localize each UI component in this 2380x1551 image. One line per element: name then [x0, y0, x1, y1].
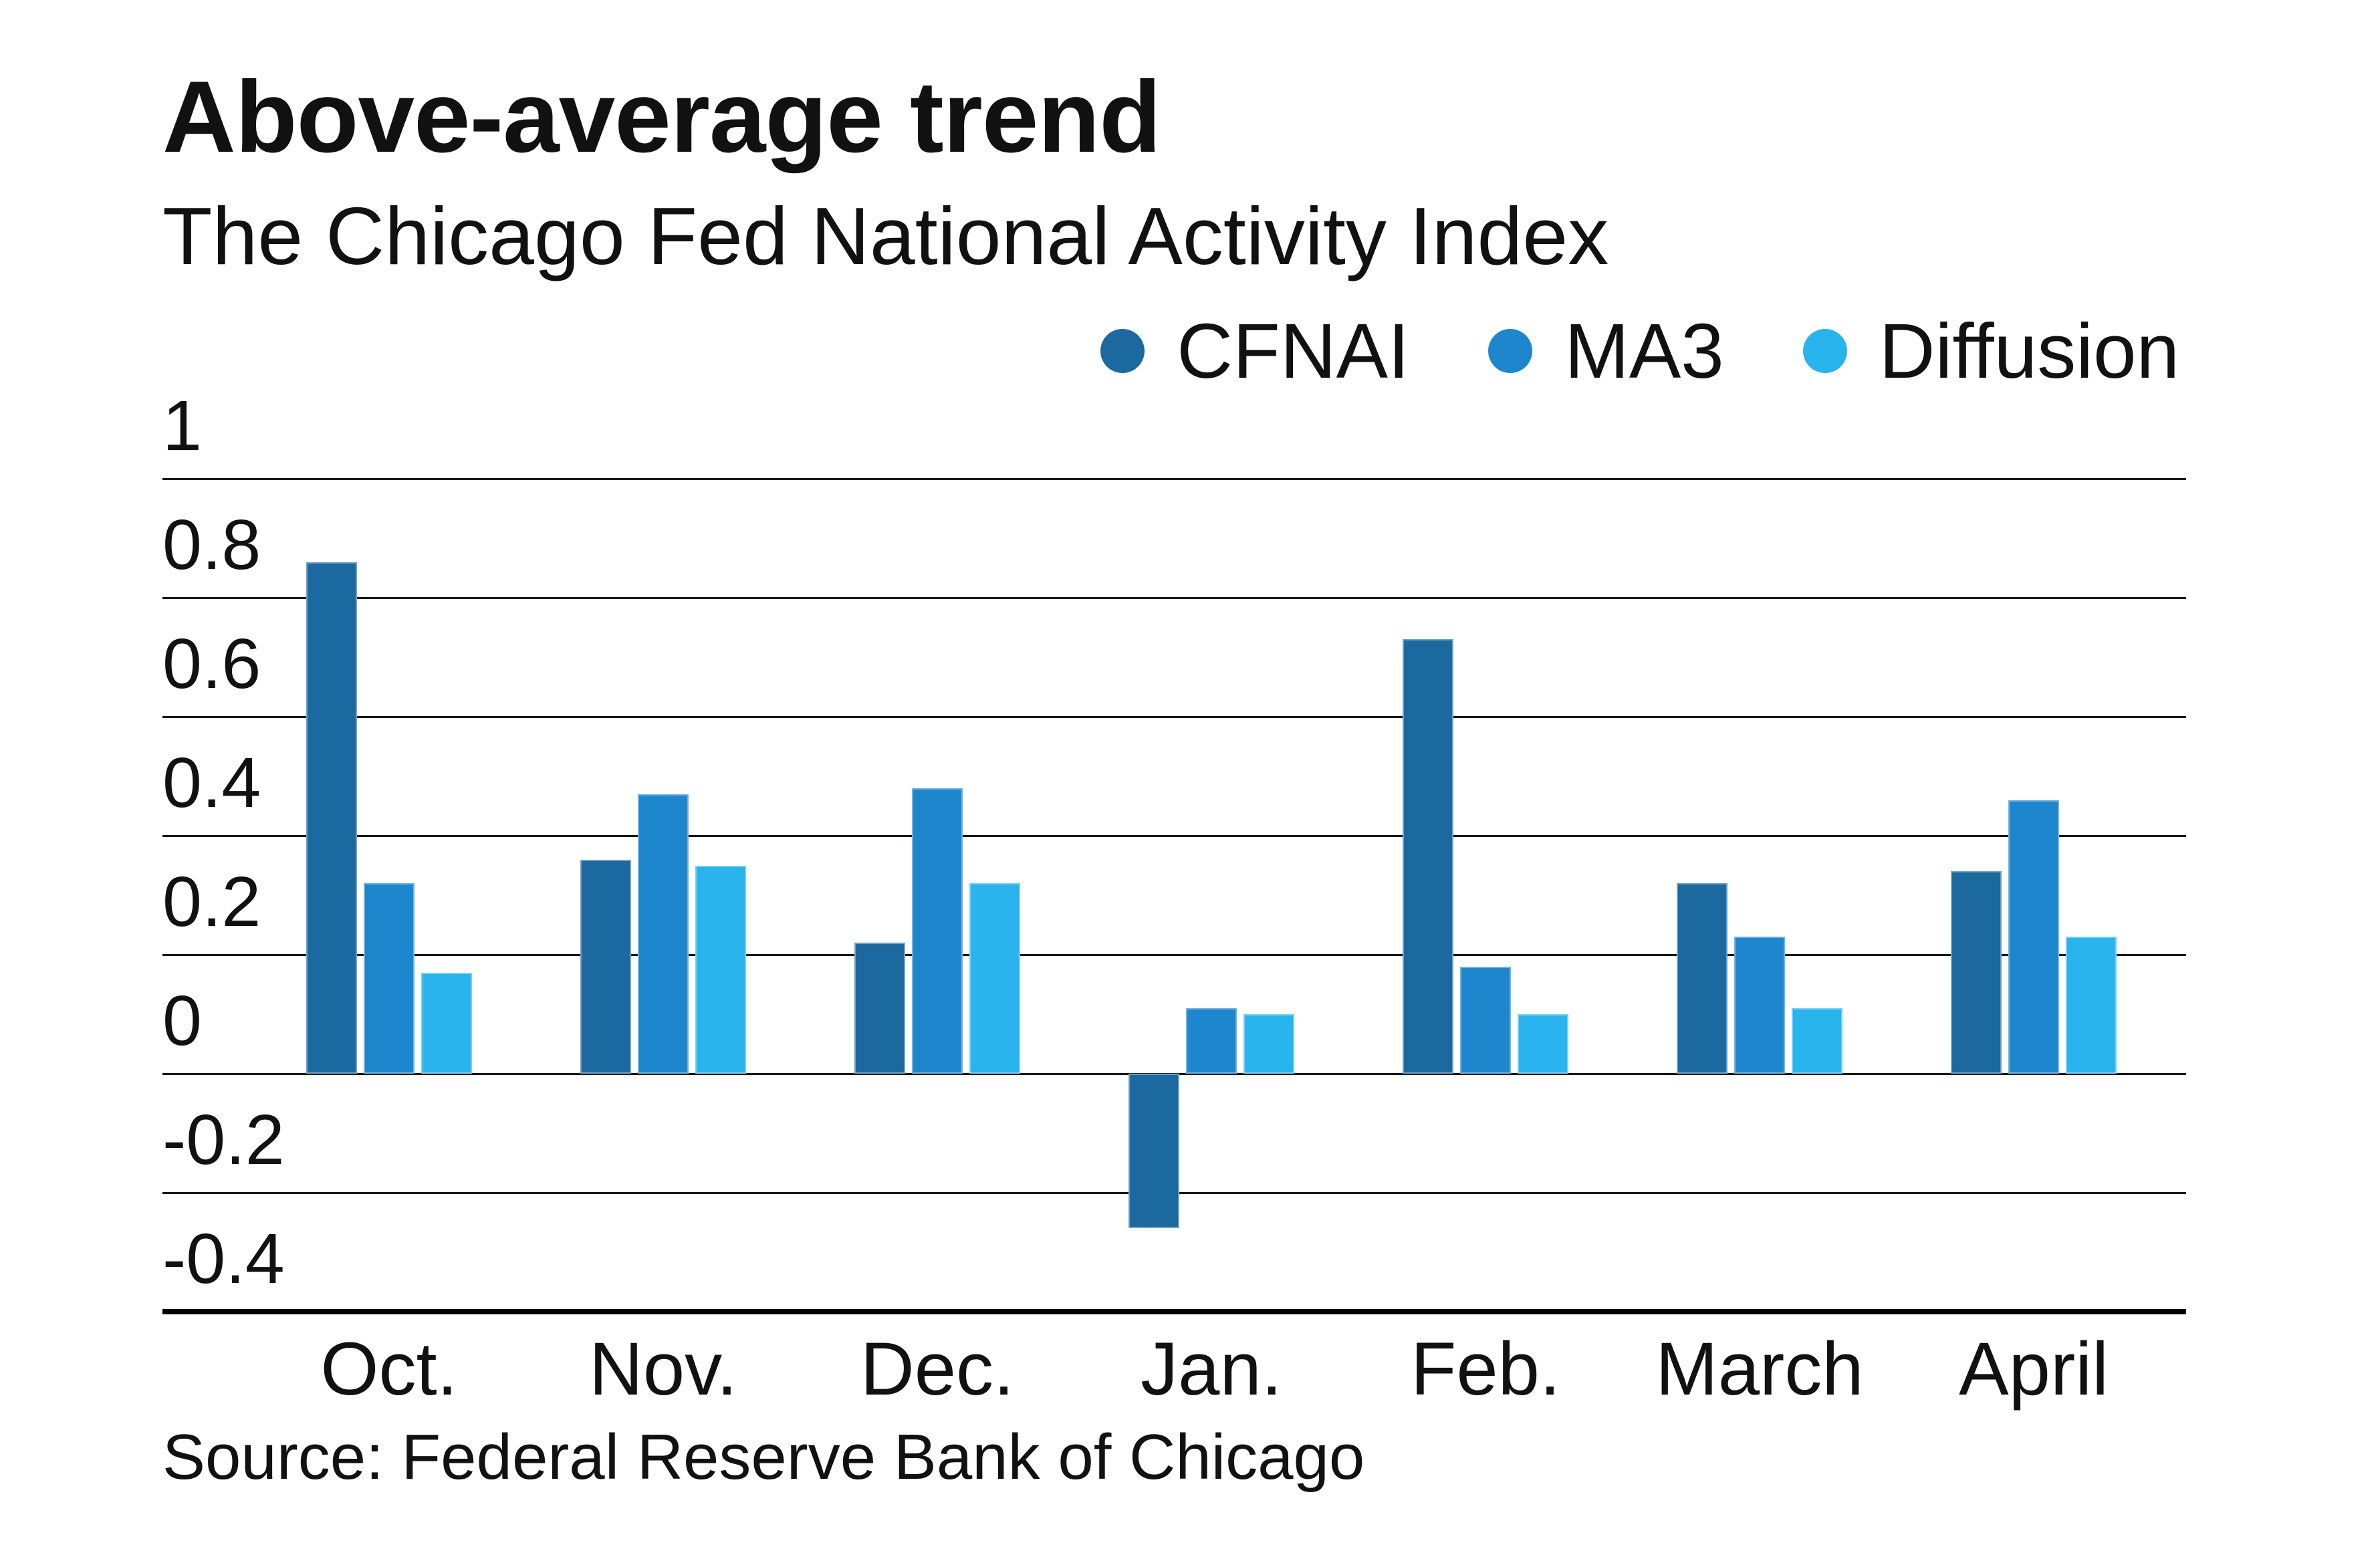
legend-item-cfnai: CFNAI [1100, 312, 1409, 390]
chart-title: Above-average trend [162, 60, 1161, 174]
legend-item-diffusion: Diffusion [1802, 308, 2179, 394]
legend-dot-icon-ma3 [1488, 329, 1533, 373]
gridline-06 [162, 716, 2186, 718]
y-tick-label-04: 0.4 [162, 743, 261, 822]
x-tick-label-april: April [1958, 1327, 2109, 1411]
bar-march-cfnai [1677, 883, 1728, 1074]
y-tick-label-08: 0.8 [162, 505, 261, 584]
x-tick-label-oct: Oct. [320, 1327, 458, 1411]
bar-march-ma3 [1734, 937, 1785, 1074]
bar-dec-ma3 [912, 788, 963, 1074]
bar-nov-diffusion [695, 865, 746, 1074]
bar-nov-cfnai [580, 859, 631, 1074]
bar-oct-cfnai [306, 562, 357, 1074]
legend: CFNAI MA3 Diffusion [1100, 304, 2179, 398]
bar-jan-diffusion [1243, 1014, 1294, 1074]
bar-feb-ma3 [1460, 966, 1511, 1074]
bar-nov-ma3 [638, 794, 689, 1074]
y-tick-label-04: -0.4 [162, 1219, 285, 1298]
bar-march-diffusion [1792, 1008, 1842, 1074]
y-tick-label-06: 0.6 [162, 624, 261, 703]
bar-dec-cfnai [854, 943, 905, 1074]
legend-label-diffusion: Diffusion [1879, 308, 2179, 394]
gridline-08 [162, 597, 2186, 599]
bar-dec-diffusion [969, 883, 1020, 1074]
bar-feb-diffusion [1518, 1014, 1568, 1074]
bar-april-ma3 [2008, 800, 2059, 1074]
bar-oct-ma3 [364, 883, 414, 1074]
bar-jan-ma3 [1186, 1008, 1237, 1074]
gridline-1 [162, 478, 2186, 480]
chart-subtitle: The Chicago Fed National Activity Index [162, 191, 1609, 281]
gridline-04 [162, 835, 2186, 837]
bar-feb-cfnai [1403, 639, 1453, 1074]
gridline-02 [162, 954, 2186, 956]
y-tick-label-1: 1 [162, 386, 202, 465]
legend-label-ma3: MA3 [1564, 308, 1724, 394]
bar-jan-cfnai [1128, 1074, 1179, 1229]
x-tick-label-dec: Dec. [860, 1327, 1015, 1411]
x-tick-label-march: March [1655, 1327, 1864, 1411]
plot-area: 1 0.8 0.6 0.4 0.2 0 -0.2 -0.4 Oct. Nov. Dec. Jan. Fe… [162, 386, 2186, 1407]
legend-label-cfnai: CFNAI [1177, 308, 1410, 394]
x-tick-label-nov: Nov. [589, 1327, 737, 1411]
bar-oct-diffusion [421, 972, 472, 1074]
legend-dot-icon-diffusion [1802, 329, 1847, 373]
bar-april-diffusion [2066, 937, 2117, 1074]
x-tick-label-jan: Jan. [1141, 1327, 1282, 1411]
source-note: Source: Federal Reserve Bank of Chicago [162, 1421, 1365, 1493]
x-tick-label-feb: Feb. [1410, 1327, 1561, 1411]
y-tick-label-02: -0.2 [162, 1100, 285, 1179]
x-axis-baseline [162, 1309, 2186, 1314]
legend-item-ma3: MA3 [1488, 312, 1724, 390]
bar-april-cfnai [1951, 871, 2002, 1074]
y-tick-label-0: 0 [162, 981, 202, 1060]
legend-dot-icon-cfnai [1100, 329, 1145, 373]
y-tick-label-02: 0.2 [162, 862, 261, 941]
